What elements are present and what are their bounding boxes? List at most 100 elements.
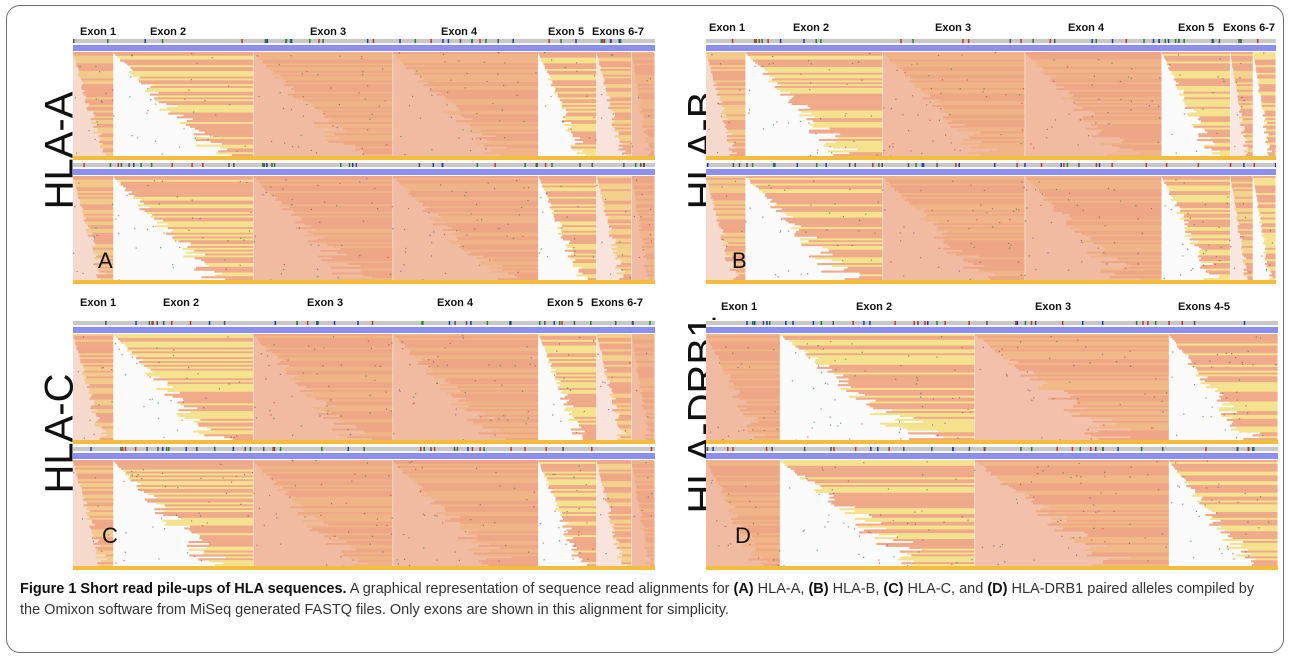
read-row <box>1242 259 1254 262</box>
mismatch-dot <box>959 149 961 152</box>
read-row <box>720 227 746 230</box>
read-row <box>77 479 114 482</box>
mismatch-dot <box>1077 397 1079 400</box>
mismatch-dot <box>1147 474 1149 476</box>
mismatch-dot <box>1193 224 1195 226</box>
read-row <box>566 112 597 115</box>
mismatch-dot <box>914 523 917 525</box>
read-row <box>731 150 746 153</box>
read-row <box>1265 244 1276 247</box>
read-row <box>1240 550 1278 553</box>
mismatch-dot <box>932 398 935 400</box>
mismatch-dot <box>1009 218 1011 221</box>
reference-bar <box>73 453 655 459</box>
read-row <box>734 142 746 145</box>
mismatch-dot <box>853 140 855 142</box>
variant-tick <box>1095 39 1098 43</box>
read-row <box>709 65 746 68</box>
read-row <box>1175 76 1231 79</box>
mismatch-dot <box>952 397 954 399</box>
mismatch-dot <box>822 348 824 350</box>
read-row <box>94 114 114 117</box>
read-row <box>1195 488 1278 492</box>
read-row <box>143 490 254 493</box>
mismatch-dot <box>1186 248 1189 250</box>
variant-tick <box>1125 39 1128 43</box>
exon-label: Exon 5 <box>1178 22 1215 34</box>
coordinate-ruler <box>706 39 1276 43</box>
mismatch-dot <box>921 152 923 155</box>
read-row <box>818 138 883 142</box>
variant-tick <box>1081 321 1084 325</box>
variant-tick <box>610 39 612 43</box>
variant-tick <box>120 163 123 167</box>
mismatch-dot <box>1183 413 1185 415</box>
mismatch-dot <box>1216 512 1218 514</box>
mismatch-dot <box>883 149 885 152</box>
read-row <box>102 150 114 153</box>
variant-tick <box>317 321 319 325</box>
read-row <box>92 110 114 113</box>
read-row <box>603 486 632 490</box>
mismatch-dot <box>1216 132 1218 135</box>
read-row <box>800 238 883 241</box>
mismatch-dot <box>146 228 149 231</box>
mismatch-dot <box>648 115 650 117</box>
mismatch-dot <box>1202 415 1204 418</box>
exon-boundary <box>779 334 781 440</box>
read-row <box>86 512 114 515</box>
mismatch-dot <box>1221 552 1223 555</box>
read-row <box>599 63 632 66</box>
read-row <box>1261 99 1276 102</box>
read-row <box>205 262 254 266</box>
read-row <box>1184 106 1231 109</box>
read-row <box>835 140 883 143</box>
read-row <box>606 99 632 102</box>
read-row <box>1242 118 1254 121</box>
mismatch-dot <box>1113 242 1116 244</box>
read-row <box>770 206 883 209</box>
read-row <box>75 467 114 470</box>
mismatch-dot <box>336 127 338 129</box>
mismatch-dot <box>301 73 303 75</box>
mismatch-dot <box>527 417 529 419</box>
read-row <box>1219 407 1278 410</box>
mismatch-dot <box>82 272 84 274</box>
mismatch-dot <box>726 195 728 197</box>
mismatch-dot <box>124 374 127 376</box>
mismatch-dot <box>431 242 433 244</box>
read-row <box>91 245 114 249</box>
mismatch-dot <box>979 261 981 263</box>
read-row <box>601 196 632 199</box>
read-row <box>620 548 632 551</box>
mismatch-dot <box>808 60 810 62</box>
mismatch-dot <box>593 340 595 342</box>
read-row <box>89 389 114 393</box>
mismatch-dot <box>428 211 430 214</box>
read-row <box>87 386 114 389</box>
mismatch-dot <box>574 250 576 252</box>
read-row <box>79 353 114 356</box>
read-row <box>550 366 597 369</box>
read-row <box>566 529 597 532</box>
read-row <box>540 181 597 184</box>
mismatch-dot <box>1026 189 1028 191</box>
read-row <box>1163 179 1231 182</box>
mismatch-dot <box>253 241 255 243</box>
mismatch-dot <box>1229 240 1231 242</box>
read-row <box>605 87 632 91</box>
read-row <box>1264 112 1276 115</box>
read-row <box>1241 242 1254 245</box>
read-row <box>73 177 114 180</box>
variant-tick <box>1152 39 1155 43</box>
read-row <box>712 74 746 77</box>
read-row <box>149 206 254 209</box>
variant-tick <box>467 447 469 451</box>
read-row <box>752 183 883 186</box>
mismatch-dot <box>465 191 467 193</box>
variant-tick <box>266 163 268 167</box>
mismatch-dot <box>783 565 785 567</box>
read-row <box>799 114 883 117</box>
read-row <box>780 460 975 463</box>
read-row <box>178 240 254 243</box>
